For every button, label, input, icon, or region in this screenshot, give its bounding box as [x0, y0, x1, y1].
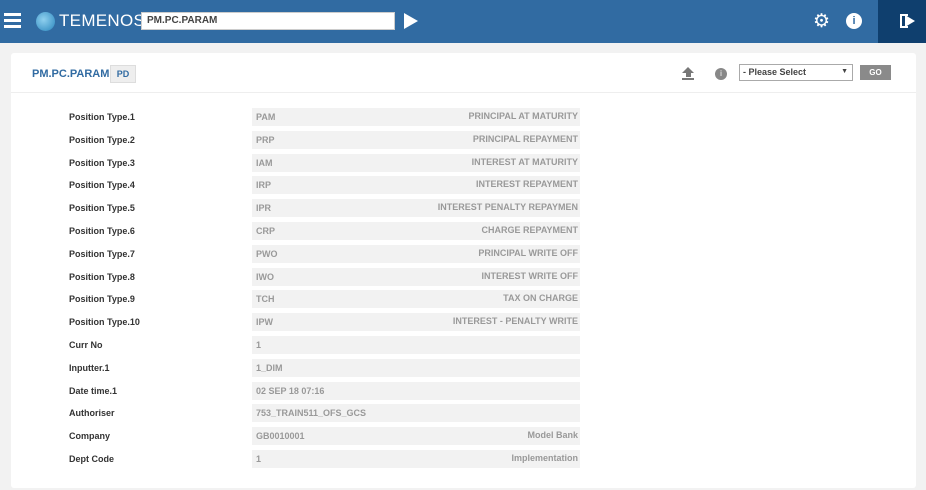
field-row: Position Type.7 PWO PRINCIPAL WRITE OFF — [11, 244, 916, 263]
card-header: PM.PC.PARAM PD i - Please Select ▼ GO — [11, 53, 916, 93]
field-label: Position Type.4 — [69, 180, 135, 191]
field-code: IPW — [256, 317, 273, 328]
field-description: INTEREST AT MATURITY — [471, 156, 578, 167]
field-label: Position Type.3 — [69, 157, 135, 168]
field-value: 02 SEP 18 07:16 — [252, 381, 580, 400]
page-title: PM.PC.PARAM — [32, 68, 110, 80]
field-description: INTEREST - PENALTY WRITE — [452, 316, 578, 327]
field-row: Position Type.3 IAM INTEREST AT MATURITY — [11, 153, 916, 172]
upload-icon[interactable] — [682, 67, 694, 81]
go-button[interactable]: GO — [860, 65, 891, 80]
chevron-down-icon: ▼ — [841, 68, 848, 75]
field-code: IRP — [256, 180, 272, 191]
field-label: Position Type.8 — [69, 271, 135, 282]
field-code: GB0010001 — [256, 431, 305, 442]
record-card: PM.PC.PARAM PD i - Please Select ▼ GO Pos… — [11, 53, 916, 488]
temenos-logo: TEMENOS — [36, 11, 145, 31]
field-row: Curr No 1 — [11, 336, 916, 354]
top-bar: TEMENOS PM.PC.PARAM ⚙ i — [0, 0, 926, 43]
field-value: IWO INTEREST WRITE OFF — [252, 267, 580, 286]
field-code: IAM — [256, 157, 273, 168]
logout-icon — [900, 14, 908, 28]
field-row: Position Type.2 PRP PRINCIPAL REPAYMENT — [11, 130, 916, 149]
field-value: IPR INTEREST PENALTY REPAYMEN — [252, 199, 580, 218]
field-code: IPR — [256, 203, 272, 214]
field-value: IAM INTEREST AT MATURITY — [252, 153, 580, 172]
logout-button[interactable] — [878, 0, 926, 43]
field-code: 02 SEP 18 07:16 — [256, 385, 325, 396]
hamburger-menu-icon[interactable] — [4, 13, 21, 29]
field-code: 753_TRAIN511_OFS_GCS — [256, 408, 367, 419]
field-code: 1 — [256, 340, 262, 350]
field-label: Position Type.6 — [69, 226, 135, 236]
action-select[interactable]: - Please Select ▼ — [739, 64, 853, 81]
status-badge: PD — [110, 65, 136, 83]
field-value: TCH TAX ON CHARGE — [252, 290, 580, 309]
field-label: Position Type.10 — [69, 317, 140, 328]
field-code: TCH — [256, 294, 275, 305]
field-label: Position Type.5 — [69, 203, 135, 214]
field-label: Position Type.2 — [69, 134, 135, 145]
field-row: Position Type.4 IRP INTEREST REPAYMENT — [11, 176, 916, 195]
field-value: IPW INTEREST - PENALTY WRITE — [252, 313, 580, 332]
field-row: Position Type.8 IWO INTEREST WRITE OFF — [11, 267, 916, 286]
field-label: Date time.1 — [69, 385, 118, 396]
field-description: INTEREST WRITE OFF — [481, 270, 579, 281]
field-description: PRINCIPAL WRITE OFF — [478, 247, 578, 258]
field-label: Company — [69, 431, 111, 442]
field-row: Inputter.1 1_DIM — [11, 358, 916, 377]
command-input[interactable]: PM.PC.PARAM — [141, 12, 395, 30]
info-icon[interactable]: i — [715, 68, 727, 80]
field-value: 753_TRAIN511_OFS_GCS — [252, 404, 580, 423]
field-description: Model Bank — [527, 430, 578, 441]
field-value: PRP PRINCIPAL REPAYMENT — [252, 130, 580, 149]
field-label: Position Type.1 — [69, 112, 135, 122]
field-row: Company GB0010001 Model Bank — [11, 427, 916, 446]
field-value: PWO PRINCIPAL WRITE OFF — [252, 244, 580, 263]
field-description: INTEREST PENALTY REPAYMEN — [437, 202, 578, 213]
field-value: 1_DIM — [252, 358, 580, 377]
field-value: 1 — [252, 336, 580, 354]
field-label: Position Type.9 — [69, 294, 135, 305]
globe-icon — [36, 11, 55, 31]
field-description: PRINCIPAL REPAYMENT — [472, 133, 578, 144]
field-row: Dept Code 1 Implementation — [11, 450, 916, 468]
run-command-play-icon[interactable] — [404, 13, 418, 29]
field-row: Position Type.5 IPR INTEREST PENALTY REPAY… — [11, 199, 916, 218]
field-value: CRP CHARGE REPAYMENT — [252, 222, 580, 240]
field-label: Position Type.7 — [69, 248, 135, 259]
field-value: 1 Implementation — [252, 450, 580, 468]
field-label: Dept Code — [69, 454, 114, 464]
field-value: IRP INTEREST REPAYMENT — [252, 176, 580, 195]
field-description: Implementation — [511, 453, 578, 463]
field-code: IWO — [256, 271, 274, 282]
field-value: PAM PRINCIPAL AT MATURITY — [252, 108, 580, 126]
field-row: Authoriser 753_TRAIN511_OFS_GCS — [11, 404, 916, 423]
field-code: 1 — [256, 454, 262, 464]
field-row: Position Type.1 PAM PRINCIPAL AT MATURITY — [11, 108, 916, 126]
field-description: INTEREST REPAYMENT — [475, 179, 578, 190]
select-value: - Please Select — [743, 67, 807, 77]
field-label: Inputter.1 — [69, 362, 110, 373]
field-row: Date time.1 02 SEP 18 07:16 — [11, 381, 916, 400]
field-code: PAM — [256, 112, 276, 122]
field-row: Position Type.6 CRP CHARGE REPAYMENT — [11, 222, 916, 240]
field-code: PRP — [256, 134, 275, 145]
field-label: Curr No — [69, 340, 103, 350]
field-row: Position Type.9 TCH TAX ON CHARGE — [11, 290, 916, 309]
field-description: CHARGE REPAYMENT — [481, 225, 578, 235]
field-code: 1_DIM — [256, 362, 283, 373]
field-description: PRINCIPAL AT MATURITY — [468, 111, 579, 121]
field-description: TAX ON CHARGE — [503, 293, 578, 304]
gear-icon[interactable]: ⚙ — [813, 11, 831, 32]
field-value: GB0010001 Model Bank — [252, 427, 580, 446]
field-label: Authoriser — [69, 408, 115, 419]
field-row: Position Type.10 IPW INTEREST - PENALTY WR… — [11, 313, 916, 332]
brand-name: TEMENOS — [59, 11, 146, 30]
field-code: CRP — [256, 226, 276, 236]
field-code: PWO — [256, 248, 278, 259]
info-icon[interactable]: i — [846, 13, 862, 29]
